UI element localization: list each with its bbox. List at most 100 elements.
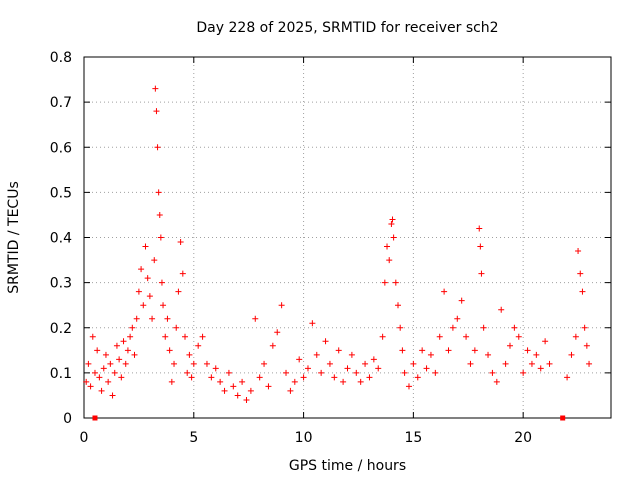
data-point xyxy=(186,351,193,358)
data-point xyxy=(118,374,125,381)
y-tick-label: 0.5 xyxy=(50,185,72,201)
data-point xyxy=(524,347,531,354)
data-point xyxy=(179,270,186,277)
x-axis-label: GPS time / hours xyxy=(289,458,406,474)
data-point xyxy=(454,315,461,322)
data-point xyxy=(309,320,316,327)
data-point xyxy=(111,369,118,376)
data-point xyxy=(85,360,92,367)
data-point xyxy=(230,383,237,390)
data-point xyxy=(157,234,164,241)
data-point xyxy=(252,315,259,322)
y-tick-label: 0.3 xyxy=(50,276,72,292)
data-point xyxy=(502,360,509,367)
x-tick-label: 0 xyxy=(80,430,89,446)
data-point xyxy=(344,365,351,372)
data-point xyxy=(287,387,294,394)
x-tick-label: 10 xyxy=(295,430,313,446)
data-point xyxy=(436,333,443,340)
data-point xyxy=(151,257,158,264)
data-point xyxy=(542,338,549,345)
data-point xyxy=(498,306,505,313)
data-point xyxy=(156,211,163,218)
grid-lines xyxy=(84,57,611,418)
data-point xyxy=(217,378,224,385)
data-point xyxy=(579,288,586,295)
data-point xyxy=(340,378,347,385)
data-point xyxy=(533,351,540,358)
data-point xyxy=(392,279,399,286)
data-point xyxy=(94,347,101,354)
data-point xyxy=(427,351,434,358)
data-point xyxy=(164,315,171,322)
data-point xyxy=(107,360,114,367)
x-tick-label: 5 xyxy=(189,430,198,446)
chart-title: Day 228 of 2025, SRMTID for receiver sch… xyxy=(196,20,498,36)
data-point xyxy=(243,396,250,403)
data-point xyxy=(127,333,134,340)
gap-marker xyxy=(92,415,98,421)
data-point xyxy=(87,383,94,390)
data-point xyxy=(140,302,147,309)
data-point xyxy=(98,387,105,394)
data-point xyxy=(225,369,232,376)
data-point xyxy=(199,333,206,340)
data-point xyxy=(390,234,397,241)
data-point xyxy=(583,342,590,349)
data-point xyxy=(274,329,281,336)
data-point xyxy=(537,365,544,372)
data-point xyxy=(384,243,391,250)
data-point xyxy=(291,378,298,385)
data-point xyxy=(449,324,456,331)
data-point xyxy=(445,347,452,354)
data-point xyxy=(149,315,156,322)
data-point xyxy=(124,347,131,354)
data-point xyxy=(173,324,180,331)
data-series-srmtid xyxy=(83,85,593,403)
data-point xyxy=(335,347,342,354)
data-point xyxy=(476,225,483,232)
data-point xyxy=(195,342,202,349)
data-point xyxy=(313,351,320,358)
data-point xyxy=(568,351,575,358)
data-point xyxy=(135,288,142,295)
data-point xyxy=(122,360,129,367)
data-point xyxy=(419,347,426,354)
data-point xyxy=(370,356,377,363)
data-point xyxy=(239,378,246,385)
data-point xyxy=(485,351,492,358)
data-point xyxy=(362,360,369,367)
data-point xyxy=(269,342,276,349)
data-point xyxy=(322,338,329,345)
data-point xyxy=(480,324,487,331)
data-point xyxy=(405,383,412,390)
data-point xyxy=(458,297,465,304)
data-point xyxy=(83,378,90,385)
data-point xyxy=(366,374,373,381)
data-point xyxy=(146,293,153,300)
data-point xyxy=(188,374,195,381)
y-tick-label: 0.2 xyxy=(50,321,72,337)
data-point xyxy=(381,279,388,286)
data-point xyxy=(168,378,175,385)
x-tick-label: 15 xyxy=(404,430,422,446)
data-point xyxy=(131,351,138,358)
data-point xyxy=(296,356,303,363)
data-point xyxy=(401,369,408,376)
data-point xyxy=(506,342,513,349)
data-point xyxy=(399,347,406,354)
data-point xyxy=(471,347,478,354)
data-point xyxy=(379,333,386,340)
data-point xyxy=(300,374,307,381)
data-point xyxy=(511,324,518,331)
data-point xyxy=(152,85,159,92)
data-point xyxy=(212,365,219,372)
data-point xyxy=(208,374,215,381)
data-point xyxy=(489,369,496,376)
y-tick-label: 0.7 xyxy=(50,95,72,111)
data-gap-markers xyxy=(92,415,566,421)
data-point xyxy=(477,243,484,250)
data-point xyxy=(375,365,382,372)
y-tick-label: 0.6 xyxy=(50,140,72,156)
